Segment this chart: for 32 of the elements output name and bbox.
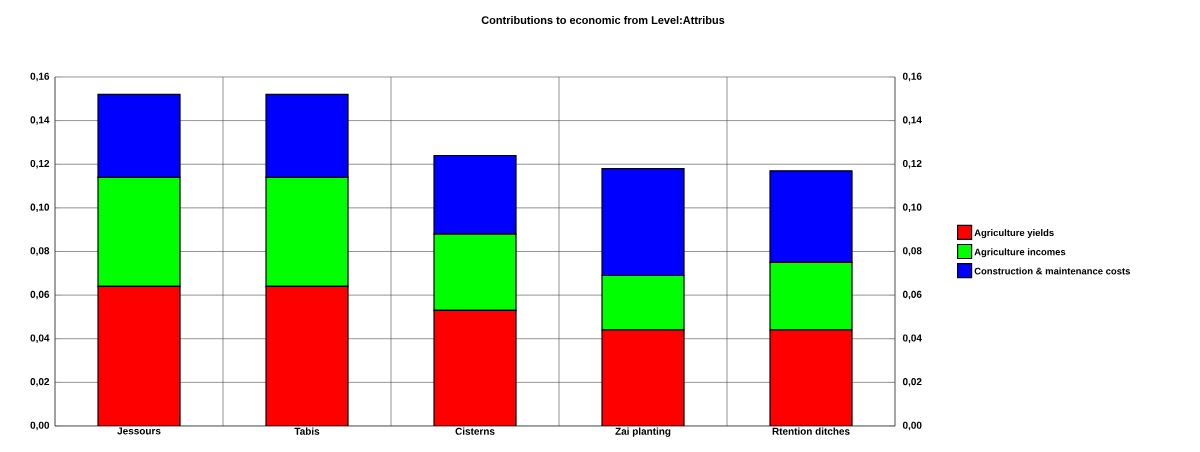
- y-tick-label: 0,10: [30, 203, 50, 213]
- y2-tick-label: 0,16: [902, 72, 922, 82]
- y2-tick-label: 0,02: [902, 378, 922, 387]
- bar: [265, 285, 349, 426]
- legend-label: Agriculture incomes: [974, 248, 1066, 258]
- y2-tick-label: 0,04: [902, 334, 922, 343]
- y2-tick-label: 0,06: [902, 290, 922, 300]
- x-tick-label: Zai planting: [615, 427, 671, 437]
- y-tick-label: 0,02: [30, 378, 50, 387]
- y-tick-label: 0,16: [30, 72, 50, 82]
- y-tick-label: 0,14: [30, 116, 50, 125]
- y2-tick-label: 0,14: [902, 116, 922, 125]
- legend-label: Agriculture yields: [974, 229, 1054, 238]
- bar: [601, 329, 685, 426]
- chart-title: Contributions to economic from Level:Attribus: [481, 15, 725, 25]
- legend-label: Construction & maintenance costs: [974, 267, 1130, 275]
- y2-tick-label: 0,00: [902, 421, 922, 431]
- y-tick-label: 0,08: [30, 247, 50, 256]
- y-tick-label: 0,06: [30, 290, 50, 300]
- y2-tick-label: 0,10: [902, 203, 922, 213]
- x-tick-label: Rtention ditches: [772, 427, 850, 435]
- bar: [433, 309, 517, 426]
- x-tick-label: Tabis: [294, 427, 320, 435]
- bar: [769, 329, 853, 426]
- y-tick-label: 0,00: [30, 421, 50, 431]
- x-tick-label: Jessours: [117, 427, 161, 435]
- y2-tick-label: 0,12: [902, 159, 922, 169]
- y2-tick-label: 0,08: [902, 247, 922, 256]
- bar: [97, 285, 181, 426]
- y-tick-label: 0,04: [30, 334, 50, 343]
- y-tick-label: 0,12: [30, 159, 50, 169]
- x-tick-label: Cisterns: [455, 427, 495, 435]
